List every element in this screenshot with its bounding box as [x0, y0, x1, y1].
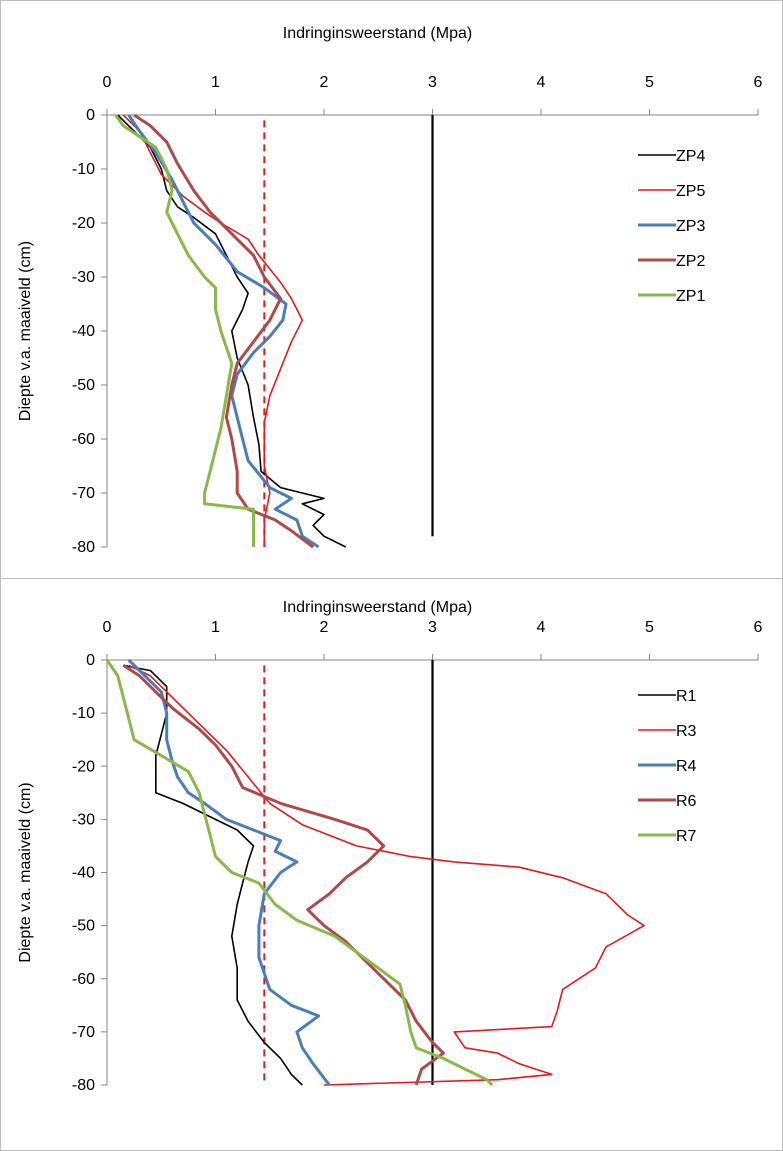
chart2-legend-label-r7: R7 — [676, 828, 697, 845]
chart1-x-tick-label: 5 — [645, 74, 654, 91]
chart1-x-tick-label: 1 — [211, 74, 220, 91]
chart2-y-tick-label: -20 — [72, 758, 95, 775]
chart2-y-tick-label: -80 — [72, 1077, 95, 1094]
chart1-y-tick-label: -30 — [72, 269, 95, 286]
chart1-series-line-zp2 — [133, 113, 314, 549]
chart1-y-tick-label: -50 — [72, 377, 95, 394]
chart1-x-tick-label: 0 — [103, 74, 112, 91]
chart1-y-tick-label: -80 — [72, 539, 95, 556]
chart2-y-tick-label: 0 — [86, 652, 95, 669]
chart2-series-line-r4 — [127, 658, 331, 1086]
chart1-y-tick-label: -20 — [72, 215, 95, 232]
chart1-x-tick-label: 6 — [754, 74, 763, 91]
chart2-x-tick-label: 0 — [103, 619, 112, 636]
chart2-x-tick-label: 5 — [645, 619, 654, 636]
chart1-y-tick-label: 0 — [86, 107, 95, 124]
chart1-legend-label-zp4: ZP4 — [676, 148, 705, 165]
chart1-x-tick-label: 3 — [428, 74, 437, 91]
chart1-series-line-zp4 — [117, 114, 347, 548]
chart2-y-axis-title: Diepte v.a. maaiveld (cm) — [17, 782, 34, 962]
chart2-series-line-r3 — [128, 664, 645, 1086]
chart1-y-tick-label: -10 — [72, 161, 95, 178]
chart1-y-tick-label: -40 — [72, 323, 95, 340]
chart2-series-line-r1 — [123, 664, 303, 1086]
chart1-legend-label-zp3: ZP3 — [676, 218, 705, 235]
chart1-x-axis-title: Indringinsweerstand (Mpa) — [283, 25, 472, 42]
chart2-x-tick-label: 4 — [537, 619, 546, 636]
chart2-series-line-r6 — [122, 664, 445, 1086]
chart1-x-tick-label: 4 — [537, 74, 546, 91]
chart1-series-line-zp1 — [114, 114, 255, 547]
chart2-series-line-r7 — [105, 659, 494, 1087]
chart2-y-tick-label: -30 — [72, 811, 95, 828]
chart2-y-tick-label: -10 — [72, 705, 95, 722]
chart1-y-tick-label: -70 — [72, 485, 95, 502]
chart2-x-axis-title: Indringinsweerstand (Mpa) — [283, 599, 472, 616]
chart1-series-line-zp3 — [127, 114, 320, 549]
chart2-legend-label-r1: R1 — [676, 688, 697, 705]
chart1-y-tick-label: -60 — [72, 431, 95, 448]
chart2-legend-label-r3: R3 — [676, 723, 697, 740]
chart2-y-tick-label: -40 — [72, 865, 95, 882]
chart2-x-tick-label: 6 — [754, 619, 763, 636]
chart2-y-tick-label: -70 — [72, 1024, 95, 1041]
chart1-x-tick-label: 2 — [320, 74, 329, 91]
chart2-y-tick-label: -60 — [72, 971, 95, 988]
chart1-legend-label-zp5: ZP5 — [676, 183, 705, 200]
chart1-y-axis-title: Diepte v.a. maaiveld (cm) — [17, 241, 34, 421]
chart2-legend-label-r6: R6 — [676, 793, 697, 810]
chart2-legend-label-r4: R4 — [676, 758, 697, 775]
chart1-legend-label-zp1: ZP1 — [676, 288, 705, 305]
chart2-x-tick-label: 2 — [320, 619, 329, 636]
chart2-y-tick-label: -50 — [72, 918, 95, 935]
chart2-x-tick-label: 3 — [428, 619, 437, 636]
chart1-legend-label-zp2: ZP2 — [676, 253, 705, 270]
chart2-x-tick-label: 1 — [211, 619, 220, 636]
